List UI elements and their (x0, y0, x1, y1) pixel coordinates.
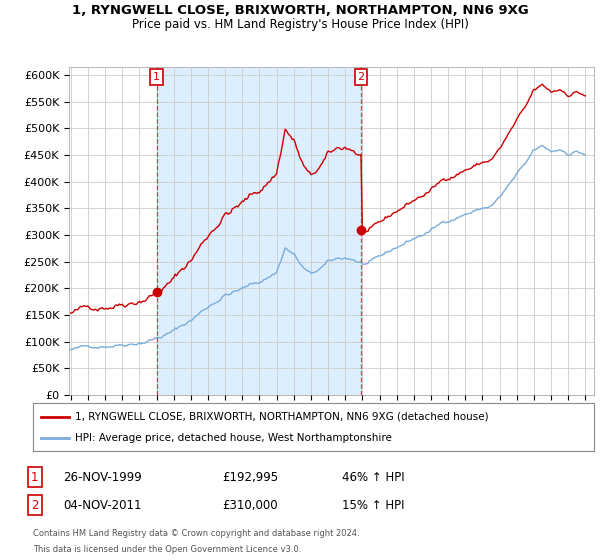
Text: HPI: Average price, detached house, West Northamptonshire: HPI: Average price, detached house, West… (75, 433, 392, 444)
Text: Contains HM Land Registry data © Crown copyright and database right 2024.: Contains HM Land Registry data © Crown c… (33, 529, 359, 538)
Text: 2: 2 (358, 72, 365, 82)
Text: 15% ↑ HPI: 15% ↑ HPI (342, 498, 404, 512)
Text: 26-NOV-1999: 26-NOV-1999 (63, 470, 142, 484)
Text: Price paid vs. HM Land Registry's House Price Index (HPI): Price paid vs. HM Land Registry's House … (131, 18, 469, 31)
Text: 1: 1 (153, 72, 160, 82)
Text: £310,000: £310,000 (222, 498, 278, 512)
Text: 46% ↑ HPI: 46% ↑ HPI (342, 470, 404, 484)
Text: 1, RYNGWELL CLOSE, BRIXWORTH, NORTHAMPTON, NN6 9XG (detached house): 1, RYNGWELL CLOSE, BRIXWORTH, NORTHAMPTO… (75, 412, 489, 422)
Text: 2: 2 (31, 498, 38, 512)
Text: This data is licensed under the Open Government Licence v3.0.: This data is licensed under the Open Gov… (33, 545, 301, 554)
Bar (157, 67, 361, 395)
Text: 04-NOV-2011: 04-NOV-2011 (63, 498, 142, 512)
Text: 1: 1 (31, 470, 38, 484)
Text: £192,995: £192,995 (222, 470, 278, 484)
Text: 1, RYNGWELL CLOSE, BRIXWORTH, NORTHAMPTON, NN6 9XG: 1, RYNGWELL CLOSE, BRIXWORTH, NORTHAMPTO… (71, 4, 529, 17)
